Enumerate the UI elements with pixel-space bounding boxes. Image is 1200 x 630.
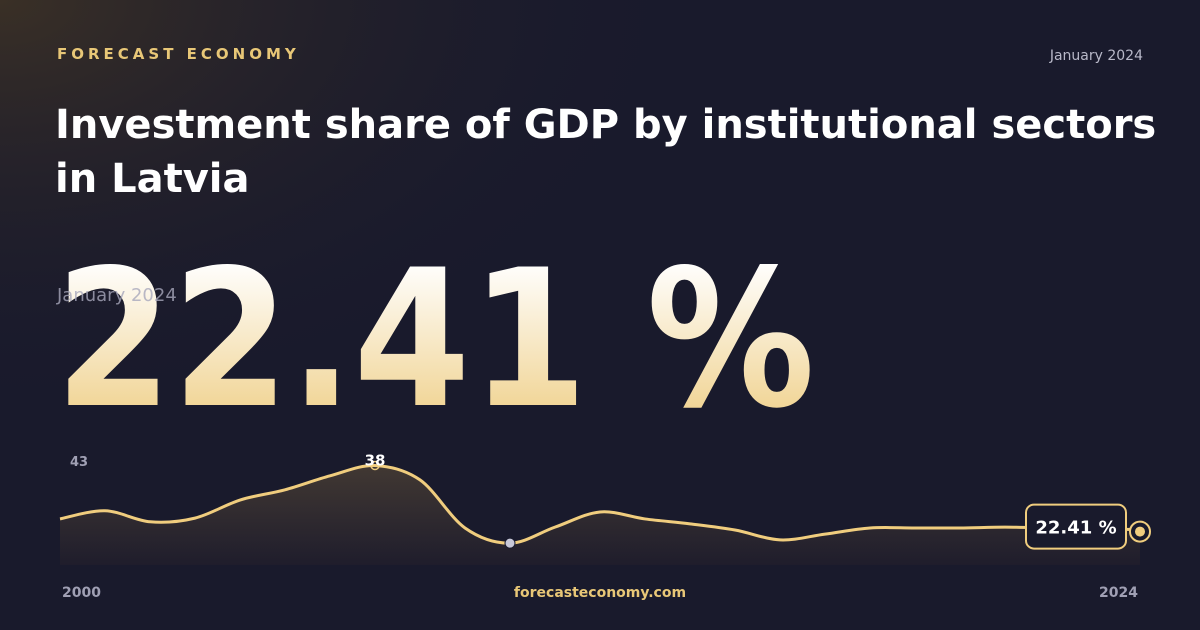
y-tick-label: 43 xyxy=(70,455,88,470)
end-label-box xyxy=(1025,503,1127,550)
brand: FORECAST ECONOMY xyxy=(57,45,300,63)
footer: forecasteconomy.com xyxy=(514,585,686,601)
date: January 2024 xyxy=(1049,48,1143,64)
title-box: Investment share of GDP by institutional… xyxy=(55,102,1157,202)
area xyxy=(60,465,1140,565)
peak-value-label: 38 xyxy=(365,452,386,470)
min-marker xyxy=(504,537,516,549)
end-marker xyxy=(1135,526,1145,537)
x-tick-label: 2024 xyxy=(1099,585,1138,601)
headline-date: January 2024 xyxy=(56,285,177,306)
chart: 1543200020243822.41 % xyxy=(59,452,1151,601)
headline-value: 22.41 % xyxy=(55,229,815,450)
line xyxy=(59,464,1141,545)
peak-marker xyxy=(370,460,380,471)
x-tick-label: 2000 xyxy=(62,585,101,601)
end-value-label: 22.41 % xyxy=(1035,518,1116,539)
chart-title: Investment share of GDP by institutional… xyxy=(55,102,1157,202)
